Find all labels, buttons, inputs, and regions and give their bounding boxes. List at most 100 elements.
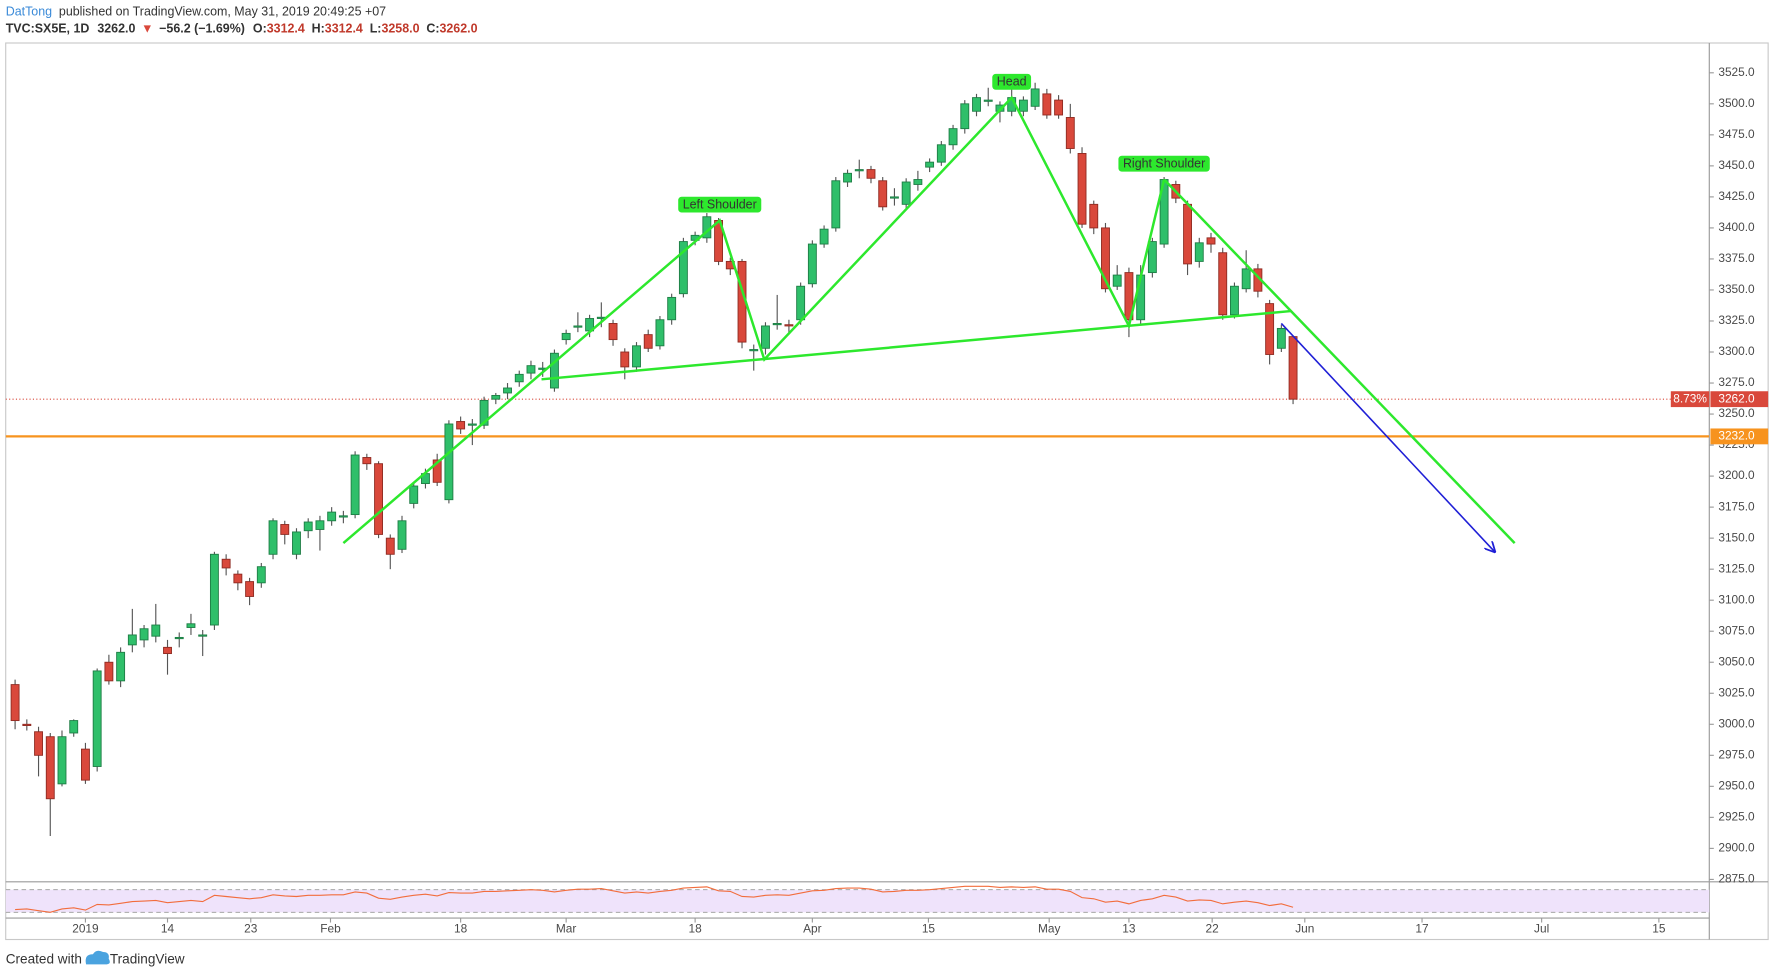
candle-body <box>245 581 255 597</box>
candle-body <box>784 324 794 327</box>
level-box <box>1710 428 1769 445</box>
candle-body <box>913 179 923 185</box>
candle-body <box>1054 99 1064 116</box>
candle-body <box>761 325 770 349</box>
x-tick-label: 23 <box>244 921 258 935</box>
candle-body <box>878 180 888 208</box>
pattern-label: Left Shoulder <box>678 196 762 213</box>
pattern-label-text: Head <box>997 75 1027 89</box>
candle-body <box>678 241 688 295</box>
candle-body <box>831 180 841 229</box>
y-tick-label: 2875.0 <box>1718 872 1755 886</box>
candle-body <box>983 99 993 102</box>
x-tick-label: Mar <box>556 921 576 935</box>
y-tick-label: 3325.0 <box>1718 313 1755 327</box>
y-tick-label: 3375.0 <box>1718 251 1755 265</box>
candle-body <box>655 319 665 347</box>
y-tick-label: 2925.0 <box>1718 810 1755 824</box>
candle-body <box>303 521 313 532</box>
candle-body <box>1265 303 1275 355</box>
candle-body <box>749 349 759 352</box>
candle-body <box>1089 203 1099 229</box>
last-price: 3262.0 <box>97 22 135 36</box>
y-tick-label: 3400.0 <box>1718 220 1755 234</box>
candle-body <box>374 463 383 535</box>
ohlc-value: 3258.0 <box>381 22 419 36</box>
level-label: 3232.0 <box>1718 429 1755 443</box>
candle-body <box>854 169 864 172</box>
candle-body <box>491 394 501 400</box>
percent-label: 8.73% <box>1673 391 1707 405</box>
candle-body <box>972 97 981 112</box>
footer-brand[interactable]: TradingView <box>110 951 185 966</box>
candle-body <box>233 573 243 584</box>
candle-body <box>456 421 466 430</box>
target-line <box>1163 178 1516 544</box>
y-tick-label: 3475.0 <box>1718 127 1755 141</box>
candle-body <box>69 720 79 734</box>
candle-body <box>643 334 653 349</box>
x-tick-label: 14 <box>161 921 175 935</box>
author[interactable]: DatTong <box>6 5 52 19</box>
pattern-label-box <box>1118 155 1210 172</box>
candle-body <box>256 566 266 584</box>
y-tick-label: 2900.0 <box>1718 841 1755 855</box>
rsi-line <box>15 885 1294 913</box>
candle-body <box>362 457 372 465</box>
legend: TVC:SX5E, 1D 3262.0 ▼ −56.2 (−1.69%) O:3… <box>6 22 478 36</box>
candle-body <box>1194 242 1204 262</box>
candle-body <box>1065 117 1075 149</box>
candle-body <box>1124 272 1134 321</box>
candle-body <box>444 423 454 501</box>
ohlc-label: O: <box>253 22 267 36</box>
candle-body <box>280 524 290 535</box>
candle-body <box>209 553 219 626</box>
candle-body <box>667 296 677 321</box>
y-tick-label: 3500.0 <box>1718 96 1755 110</box>
candle-body <box>350 454 360 516</box>
candle-body <box>338 515 348 518</box>
candle-body <box>315 520 325 530</box>
candle-body <box>397 520 407 550</box>
candle-body <box>608 323 618 341</box>
candle-body <box>1077 153 1087 225</box>
candle-body <box>1230 285 1239 316</box>
y-tick-label: 3075.0 <box>1718 623 1755 637</box>
y-tick-label: 2950.0 <box>1718 778 1755 792</box>
candle-body <box>186 623 196 628</box>
change-arrow: ▼ <box>141 22 153 36</box>
candle-body <box>1147 241 1157 274</box>
x-tick-label: 15 <box>922 921 936 935</box>
y-tick-label: 3250.0 <box>1718 406 1755 420</box>
y-tick-label: 3275.0 <box>1718 375 1755 389</box>
candle-body <box>1183 203 1192 265</box>
candle-body <box>632 345 641 368</box>
y-tick-label: 3450.0 <box>1718 158 1755 172</box>
candle-body <box>327 511 337 522</box>
candle-body <box>116 651 126 682</box>
pattern-label-box <box>992 73 1032 90</box>
last-price-box <box>1710 391 1769 408</box>
candle-body <box>889 196 899 199</box>
candle-body <box>936 144 946 163</box>
pattern-label: Head <box>992 73 1032 90</box>
candle-body <box>1206 237 1216 245</box>
x-tick-label: 15 <box>1652 921 1666 935</box>
candle-body <box>526 365 536 374</box>
candle-body <box>925 161 935 168</box>
candle-body <box>10 684 20 722</box>
y-tick-label: 2975.0 <box>1718 747 1755 761</box>
ohlc-value: 3312.4 <box>325 22 363 36</box>
candle-body <box>174 636 184 640</box>
arrow <box>1280 322 1494 551</box>
candle-body <box>268 520 278 555</box>
y-tick-label: 3000.0 <box>1718 716 1755 730</box>
x-tick-label: Apr <box>803 921 822 935</box>
y-tick-label: 3200.0 <box>1718 468 1755 482</box>
footer-created: Created with <box>6 951 82 966</box>
candle-body <box>549 352 559 389</box>
axes: 2875.0 2900.0 2925.0 2950.0 2975.0 3000.0 3025… <box>72 65 1769 935</box>
